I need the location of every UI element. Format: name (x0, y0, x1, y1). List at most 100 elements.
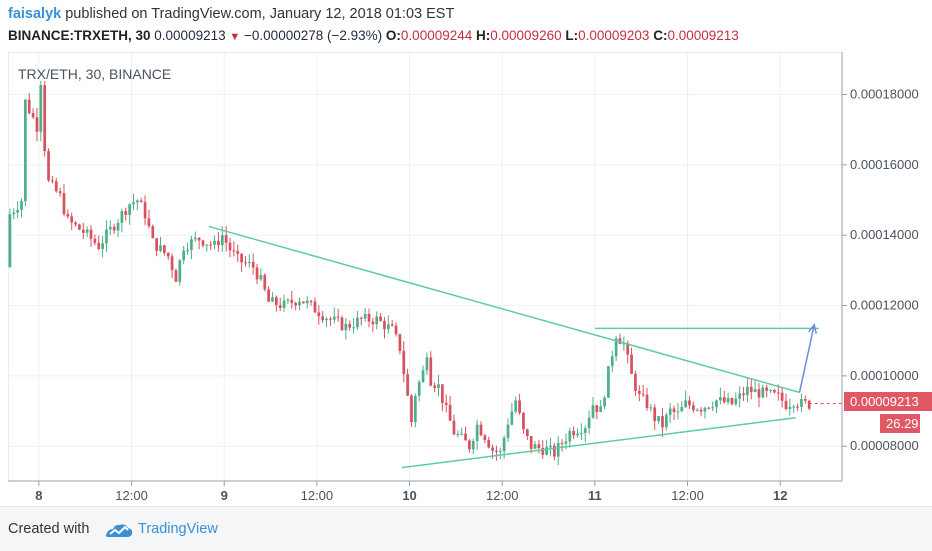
candle-down (278, 297, 282, 311)
candle-body (452, 420, 456, 435)
candle-down (47, 148, 50, 183)
candle-up (20, 198, 23, 218)
candle-body (70, 216, 74, 223)
candle-down (359, 316, 363, 326)
candle-body (155, 238, 159, 251)
candle-up (271, 292, 274, 303)
volume-marker-label: 26.29 (886, 416, 919, 431)
candle-body (591, 405, 595, 418)
candle-down (124, 207, 128, 221)
candle-up (282, 294, 286, 312)
candle-body (417, 382, 421, 396)
chart-area[interactable]: 0.00008000 0.00010000 0.00012000 0.00014000… (8, 52, 932, 506)
candle-down (429, 351, 433, 387)
brand-link[interactable]: TradingView (138, 521, 218, 537)
candle-body (190, 239, 193, 251)
candle-body (108, 226, 112, 230)
candle-body (236, 251, 240, 254)
candle-down (201, 239, 205, 248)
low-value: 0.00009203 (578, 28, 650, 43)
candle-body (128, 204, 131, 215)
candle-down (749, 378, 753, 400)
candle-body (20, 201, 23, 210)
candle-body (564, 441, 568, 444)
candle-up (182, 245, 186, 265)
candle-body (410, 395, 413, 423)
candle-body (217, 240, 220, 246)
candle-body (163, 245, 166, 253)
candle-down (780, 387, 784, 408)
candle-down (93, 234, 97, 246)
y-tick-label: 0.00014000 (850, 227, 919, 242)
candle-down (321, 310, 325, 323)
candle-up (159, 236, 162, 253)
candle-down (251, 253, 255, 275)
candle-body (637, 390, 641, 394)
candle-body (124, 211, 128, 215)
candle-up (726, 392, 730, 405)
candle-down (244, 255, 247, 267)
candle-up (580, 423, 583, 440)
candle-up (135, 199, 139, 211)
candle-body (51, 180, 54, 182)
candle-body (359, 317, 363, 319)
candle-up (120, 208, 124, 233)
candle-up (213, 235, 216, 249)
candle-down (54, 177, 58, 193)
upper-trendline (208, 225, 800, 394)
candle-body (332, 316, 336, 320)
candle-body (460, 433, 464, 435)
candle-body (31, 113, 35, 118)
candle-up (603, 395, 606, 410)
candle-up (684, 390, 687, 409)
candle-down (773, 388, 776, 394)
candle-body (186, 250, 189, 252)
candle-body (707, 407, 711, 409)
candle-up (599, 400, 603, 413)
candle-down (595, 405, 599, 420)
projection-arrow (798, 324, 815, 393)
candle-body (54, 181, 58, 192)
candle-body (645, 394, 649, 408)
y-tick-label: 0.00010000 (850, 368, 919, 383)
candle-body (753, 389, 757, 393)
candle-body (441, 384, 444, 403)
candle-up (108, 220, 112, 235)
candle-down (495, 445, 498, 461)
candle-body (765, 387, 769, 391)
candle-up (657, 416, 660, 425)
candle-body (348, 323, 352, 328)
candle-body (792, 406, 796, 408)
candle-body (495, 450, 498, 452)
candle-up (352, 318, 355, 334)
candle-down (27, 93, 31, 115)
candle-down (757, 382, 761, 408)
candle-body (116, 222, 120, 231)
candlestick-chart[interactable]: 0.00008000 0.00010000 0.00012000 0.00014000… (8, 52, 932, 506)
candle-body (502, 437, 506, 452)
y-tick-label: 0.00008000 (850, 438, 919, 453)
candle-down (672, 405, 676, 421)
candle-body (630, 354, 633, 374)
author-link[interactable]: faisalyk (8, 6, 62, 22)
candle-up (614, 335, 618, 362)
candle-body (298, 301, 301, 306)
candle-body (688, 400, 691, 406)
candle-up (417, 379, 421, 402)
candle-up (533, 441, 537, 450)
candle-body (626, 343, 630, 355)
candle-body (290, 299, 294, 304)
candle-up (39, 80, 43, 142)
publish-info: published on TradingView.com, January 12… (61, 6, 455, 22)
candle-body (742, 393, 745, 396)
candle-down (97, 235, 101, 251)
candle-up (101, 235, 104, 258)
candle-down (255, 263, 259, 284)
candle-body (174, 270, 178, 282)
candle-down (518, 393, 521, 415)
candle-body (317, 312, 321, 317)
candle-down (170, 253, 174, 278)
low-label: L: (565, 28, 579, 43)
candle-body (78, 224, 81, 230)
candle-down (43, 81, 47, 157)
